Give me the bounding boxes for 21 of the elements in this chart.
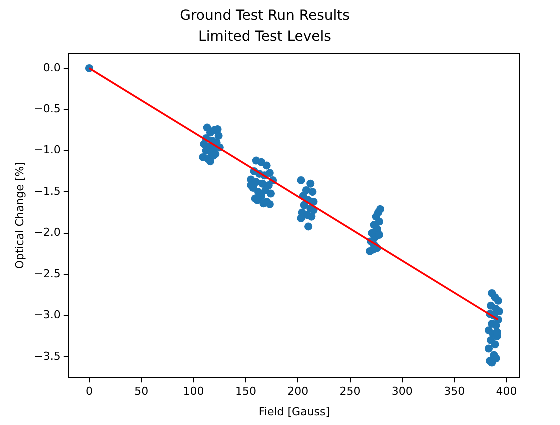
- x-tick-label: 100: [183, 385, 204, 398]
- x-axis-title: Field [Gauss]: [258, 405, 330, 418]
- x-tick-label: 50: [134, 385, 149, 398]
- y-tick-label: −3.0: [34, 308, 61, 322]
- y-tick-label: −1.5: [34, 184, 61, 198]
- y-tick-label: 0.0: [43, 61, 61, 74]
- x-tick-label: 0: [86, 385, 93, 398]
- y-tick-label: −2.0: [34, 226, 61, 240]
- y-axis-title: Optical Change [%]: [13, 162, 26, 270]
- x-tick-label: 200: [288, 385, 309, 398]
- chart-subtitle: Limited Test Levels: [198, 28, 332, 45]
- x-tick-label: 300: [392, 385, 413, 398]
- y-tick-label: −1.0: [34, 144, 61, 157]
- y-tick-label: −0.5: [34, 102, 61, 116]
- chart-title: Ground Test Run Results: [180, 8, 350, 24]
- y-tick-label: −2.5: [34, 267, 61, 280]
- x-tick-label: 250: [340, 385, 361, 398]
- x-tick-label: 350: [444, 385, 466, 398]
- x-tick-label: 150: [235, 385, 256, 398]
- y-tick-label: −3.5: [34, 350, 61, 363]
- x-tick-label: 400: [496, 385, 518, 398]
